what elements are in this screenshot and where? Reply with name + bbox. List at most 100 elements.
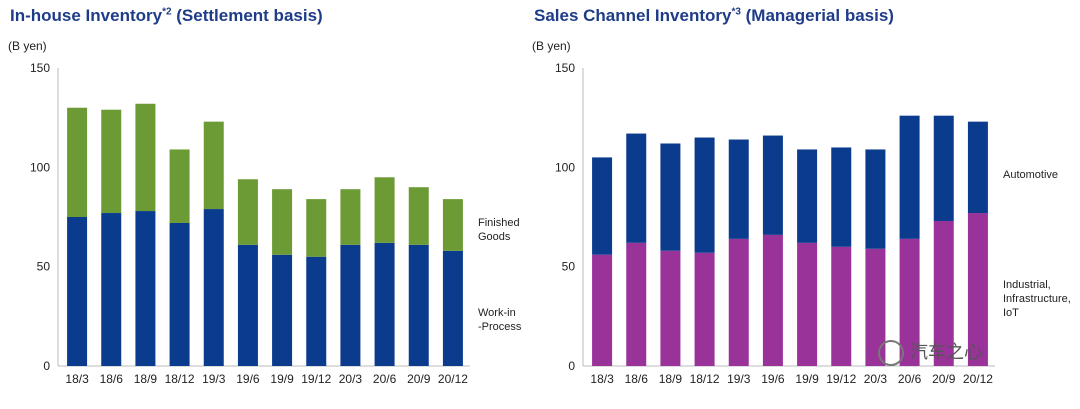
y-tick-label: 150 bbox=[555, 61, 575, 75]
x-tick-label: 19/3 bbox=[727, 372, 751, 386]
bar-segment-industrial-infrastructure-iot bbox=[797, 242, 818, 366]
watermark: 汽车之心 bbox=[878, 338, 982, 367]
bar-segment-work-in-process bbox=[67, 217, 88, 366]
bar-segment-finished-goods bbox=[237, 179, 258, 245]
bar-segment-industrial-infrastructure-iot bbox=[728, 238, 749, 366]
bar-segment-finished-goods bbox=[306, 199, 327, 257]
bar-segment-automotive bbox=[865, 149, 886, 249]
x-tick-label: 18/6 bbox=[625, 372, 649, 386]
bar-segment-finished-goods bbox=[340, 189, 361, 245]
bar-segment-finished-goods bbox=[374, 177, 395, 243]
x-tick-label: 19/12 bbox=[826, 372, 856, 386]
x-tick-label: 20/3 bbox=[864, 372, 888, 386]
x-tick-label: 19/3 bbox=[202, 372, 226, 386]
x-tick-label: 18/6 bbox=[100, 372, 124, 386]
y-tick-label: 100 bbox=[30, 160, 50, 174]
x-tick-label: 20/6 bbox=[898, 372, 922, 386]
bar-segment-automotive bbox=[762, 135, 783, 235]
bar-segment-work-in-process bbox=[169, 222, 190, 366]
y-tick-label: 0 bbox=[43, 359, 50, 373]
y-axis-unit-label: (B yen) bbox=[532, 39, 571, 53]
bar-segment-work-in-process bbox=[442, 250, 463, 366]
x-tick-label: 19/6 bbox=[761, 372, 785, 386]
x-tick-label: 19/9 bbox=[270, 372, 294, 386]
y-tick-label: 0 bbox=[568, 359, 575, 373]
bar-segment-industrial-infrastructure-iot bbox=[592, 254, 613, 366]
bar-segment-work-in-process bbox=[203, 209, 224, 366]
bar-segment-work-in-process bbox=[135, 211, 156, 366]
x-tick-label: 19/9 bbox=[795, 372, 819, 386]
x-tick-label: 18/9 bbox=[134, 372, 158, 386]
bar-segment-finished-goods bbox=[67, 107, 88, 217]
bar-segment-industrial-infrastructure-iot bbox=[626, 242, 647, 366]
x-tick-label: 18/3 bbox=[590, 372, 614, 386]
bar-segment-industrial-infrastructure-iot bbox=[660, 250, 681, 366]
chart-title-main: In-house Inventory bbox=[10, 6, 163, 25]
y-axis-unit-label: (B yen) bbox=[8, 39, 47, 53]
x-tick-label: 18/9 bbox=[659, 372, 683, 386]
bar-segment-automotive bbox=[660, 143, 681, 251]
bar-segment-automotive bbox=[967, 121, 988, 214]
chart-title-suffix: (Settlement basis) bbox=[176, 6, 323, 25]
x-tick-label: 20/9 bbox=[932, 372, 956, 386]
bar-segment-industrial-infrastructure-iot bbox=[967, 213, 988, 366]
x-tick-label: 20/12 bbox=[963, 372, 993, 386]
bar-segment-work-in-process bbox=[306, 256, 327, 366]
bar-segment-automotive bbox=[626, 133, 647, 243]
bar-segment-work-in-process bbox=[237, 244, 258, 366]
bar-segment-finished-goods bbox=[408, 187, 429, 245]
bar-segment-automotive bbox=[831, 147, 852, 247]
wechat-logo-icon bbox=[878, 340, 904, 367]
series-label: Finished bbox=[478, 217, 520, 229]
bar-segment-finished-goods bbox=[272, 189, 293, 255]
y-tick-label: 50 bbox=[37, 260, 51, 274]
x-tick-label: 18/12 bbox=[165, 372, 195, 386]
series-label: Work-in bbox=[478, 307, 516, 319]
x-tick-label: 20/9 bbox=[407, 372, 431, 386]
chart-title-footnote: *3 bbox=[731, 6, 741, 18]
x-tick-label: 18/12 bbox=[690, 372, 720, 386]
bar-segment-automotive bbox=[728, 139, 749, 239]
series-label: IoT bbox=[1003, 307, 1019, 319]
bar-segment-work-in-process bbox=[408, 244, 429, 366]
x-tick-label: 19/6 bbox=[236, 372, 260, 386]
bar-segment-industrial-infrastructure-iot bbox=[865, 248, 886, 366]
bar-segment-industrial-infrastructure-iot bbox=[694, 252, 715, 366]
bar-segment-automotive bbox=[933, 115, 954, 221]
y-tick-label: 50 bbox=[562, 260, 576, 274]
x-tick-label: 20/3 bbox=[339, 372, 363, 386]
chart-title-inhouse-inventory: In-house Inventory*2 (Settlement basis) bbox=[10, 6, 323, 26]
x-tick-label: 19/12 bbox=[301, 372, 331, 386]
y-tick-label: 150 bbox=[30, 61, 50, 75]
chart-title-sales-channel-inventory: Sales Channel Inventory*3 (Managerial ba… bbox=[534, 6, 894, 26]
bar-segment-industrial-infrastructure-iot bbox=[933, 220, 954, 366]
x-tick-label: 20/12 bbox=[438, 372, 468, 386]
bar-segment-finished-goods bbox=[442, 199, 463, 251]
bar-segment-work-in-process bbox=[272, 254, 293, 366]
bar-segment-industrial-infrastructure-iot bbox=[899, 238, 920, 366]
chart-title-main: Sales Channel Inventory bbox=[534, 6, 732, 25]
bar-segment-automotive bbox=[694, 137, 715, 253]
bar-segment-industrial-infrastructure-iot bbox=[762, 234, 783, 366]
chart-title-footnote: *2 bbox=[162, 6, 172, 18]
bar-segment-industrial-infrastructure-iot bbox=[831, 246, 852, 366]
bar-segment-automotive bbox=[797, 149, 818, 243]
bar-segment-work-in-process bbox=[374, 242, 395, 366]
bar-segment-finished-goods bbox=[169, 149, 190, 223]
watermark-text: 汽车之心 bbox=[910, 342, 982, 362]
x-tick-label: 20/6 bbox=[373, 372, 397, 386]
series-label: Infrastructure, bbox=[1003, 293, 1071, 305]
chart-title-suffix: (Managerial basis) bbox=[745, 6, 894, 25]
series-label: Goods bbox=[478, 231, 511, 243]
bar-segment-work-in-process bbox=[340, 244, 361, 366]
bar-segment-finished-goods bbox=[203, 121, 224, 210]
y-tick-label: 100 bbox=[555, 160, 575, 174]
bar-segment-automotive bbox=[899, 115, 920, 239]
x-tick-label: 18/3 bbox=[65, 372, 89, 386]
series-label: Industrial, bbox=[1003, 279, 1051, 291]
bar-segment-finished-goods bbox=[101, 109, 122, 214]
series-label: -Process bbox=[478, 321, 522, 333]
bar-segment-work-in-process bbox=[101, 213, 122, 366]
bar-segment-finished-goods bbox=[135, 103, 156, 212]
